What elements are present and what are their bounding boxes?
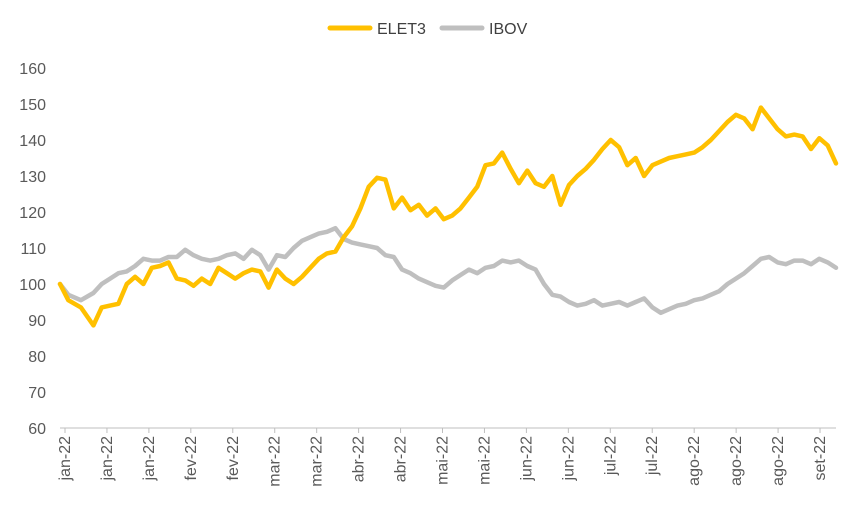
x-tick-label: jun-22 — [560, 436, 577, 482]
y-tick-label: 80 — [28, 349, 46, 366]
legend: ELET3 IBOV — [327, 21, 528, 38]
x-tick-label: mar-22 — [267, 436, 284, 487]
x-tick-label: fev-22 — [225, 436, 242, 481]
x-tick-label: jan-22 — [57, 436, 74, 482]
y-tick-label: 70 — [28, 385, 46, 402]
y-tick-label: 60 — [28, 421, 46, 438]
y-tick-label: 130 — [19, 169, 46, 186]
x-tick-label: jun-22 — [518, 436, 535, 482]
legend-label-ibov: IBOV — [489, 21, 528, 38]
x-tick-label: ago-22 — [686, 436, 703, 486]
x-tick-label: ago-22 — [728, 436, 745, 486]
x-axis: jan-22 jan-22 jan-22 fev-22 fev-22 mar-22 mar-… — [57, 427, 836, 487]
x-tick-label: ago-22 — [770, 436, 787, 486]
x-tick-label: jan-22 — [141, 436, 158, 482]
x-tick-label: abr-22 — [351, 436, 368, 482]
legend-label-elet3: ELET3 — [377, 21, 426, 38]
x-tick-label: set-22 — [812, 436, 829, 481]
y-tick-label: 160 — [19, 61, 46, 78]
x-tick-label: jul-22 — [602, 436, 619, 476]
x-tick-label: abr-22 — [393, 436, 410, 482]
series-line-ibov — [57, 225, 839, 316]
series-line-elet3 — [57, 105, 839, 328]
x-tick-label: jan-22 — [99, 436, 116, 482]
y-tick-label: 120 — [19, 205, 46, 222]
x-tick-label: fev-22 — [183, 436, 200, 481]
y-tick-label: 150 — [19, 97, 46, 114]
y-tick-label: 140 — [19, 133, 46, 150]
x-tick-label: mai-22 — [435, 436, 452, 485]
y-tick-label: 100 — [19, 277, 46, 294]
y-tick-label: 110 — [20, 241, 46, 258]
y-axis: 60 70 80 90 100 110 120 130 140 150 160 — [19, 61, 46, 438]
x-tick-label: mar-22 — [309, 436, 326, 487]
x-tick-label: jul-22 — [644, 436, 661, 476]
series-layer — [57, 105, 839, 328]
x-tick-label: mai-22 — [476, 436, 493, 485]
y-tick-label: 90 — [28, 313, 46, 330]
